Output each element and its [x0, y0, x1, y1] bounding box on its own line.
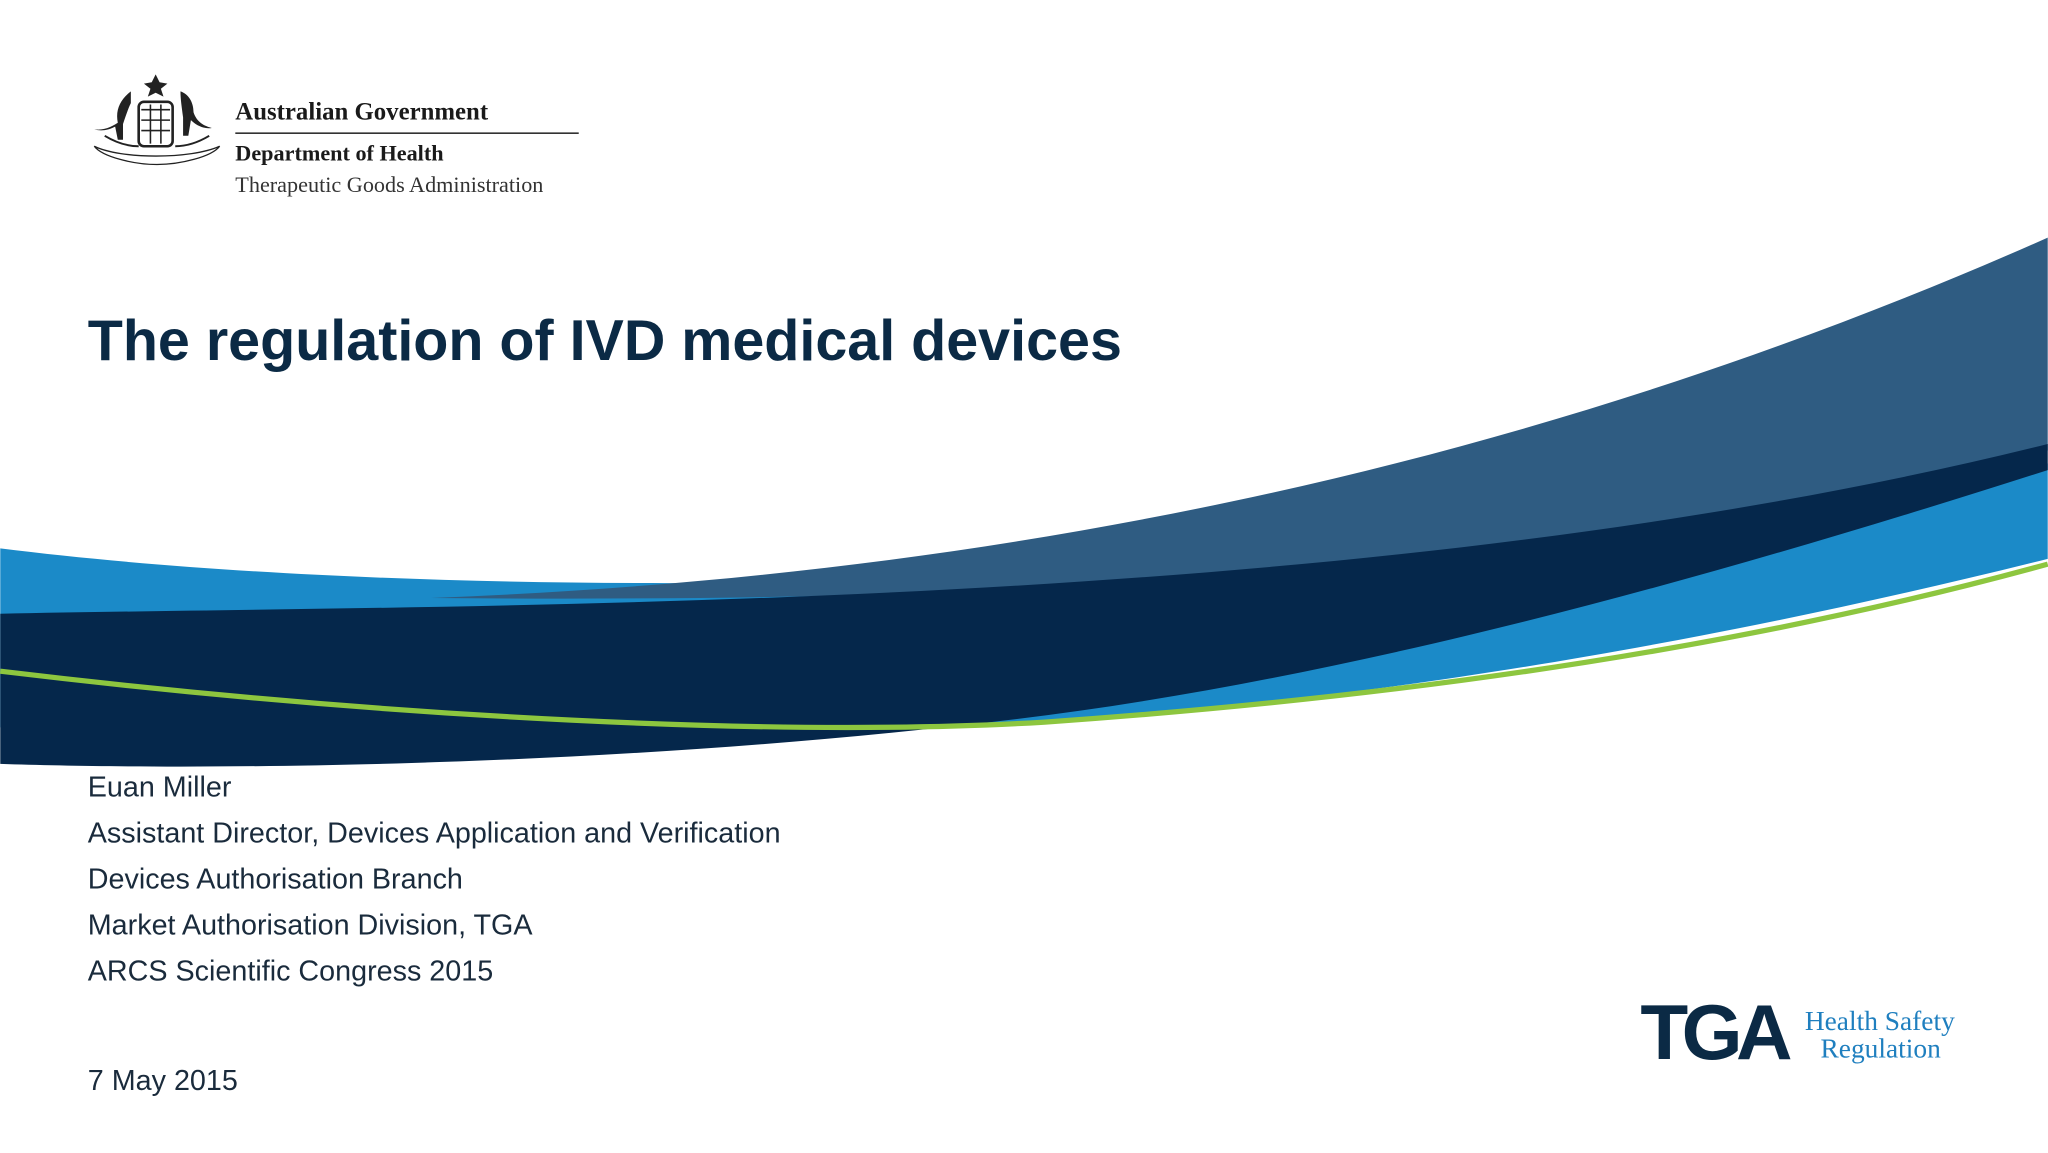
- date: 7 May 2015: [88, 1065, 238, 1097]
- presenter-line: Devices Authorisation Branch: [88, 863, 463, 895]
- swoosh-steel-blue: [431, 237, 2048, 599]
- presenter-line: Assistant Director, Devices Application …: [88, 817, 781, 849]
- logo-tagline: Regulation: [1821, 1033, 1942, 1063]
- swoosh-navy: [0, 443, 2048, 767]
- presenter-line: Market Authorisation Division, TGA: [88, 910, 534, 942]
- presenter-line: ARCS Scientific Congress 2015: [88, 956, 493, 988]
- swoosh-green-line: [0, 561, 2048, 730]
- coat-of-arms: [93, 74, 221, 166]
- header-department: Department of Health: [235, 140, 443, 165]
- logo-tagline: Health Safety: [1805, 1006, 1955, 1036]
- tga-logo: TGA Health Safety Regulation: [1640, 988, 1955, 1076]
- presenter-line: Euan Miller: [88, 771, 232, 803]
- slide-title: The regulation of IVD medical devices: [88, 309, 1122, 373]
- header-government: Australian Government: [235, 98, 489, 125]
- logo-mark: TGA: [1640, 988, 1791, 1076]
- presenter-block: Euan Miller Assistant Director, Devices A…: [88, 771, 781, 987]
- header-agency: Therapeutic Goods Administration: [235, 172, 543, 197]
